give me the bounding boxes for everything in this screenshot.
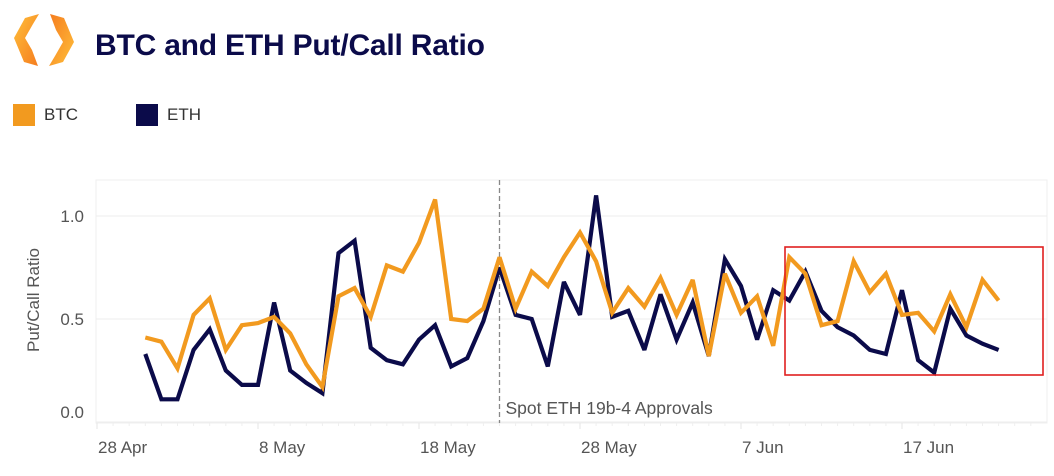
- legend-item-btc: BTC: [13, 104, 78, 126]
- legend-item-eth: ETH: [136, 104, 201, 126]
- y-axis-ticks: 0.0 0.5 1.0: [60, 207, 84, 422]
- x-tick-label: 17 Jun: [903, 438, 954, 457]
- legend-label-btc: BTC: [44, 105, 78, 124]
- brand-logo-icon: [14, 14, 74, 66]
- x-tick-label: 28 Apr: [98, 438, 147, 457]
- series-line-eth: [143, 195, 1000, 402]
- x-axis-ticks: 28 Apr 8 May 18 May 28 May 7 Jun 17 Jun: [96, 423, 1032, 457]
- chart-legend: BTC ETH: [13, 104, 259, 126]
- annotation-label: Spot ETH 19b-4 Approvals: [506, 398, 713, 418]
- y-axis-label: Put/Call Ratio: [24, 248, 43, 352]
- y-tick-label: 0.0: [60, 403, 84, 422]
- chart-series-lines: [143, 195, 1001, 402]
- legend-swatch-eth: [136, 104, 158, 126]
- series-line-btc: [144, 198, 1001, 393]
- legend-swatch-btc: [13, 104, 35, 126]
- legend-label-eth: ETH: [167, 105, 201, 124]
- page-title: BTC and ETH Put/Call Ratio: [95, 29, 485, 62]
- x-tick-label: 8 May: [259, 438, 306, 457]
- y-tick-label: 1.0: [60, 207, 84, 226]
- x-tick-label: 18 May: [420, 438, 476, 457]
- chart-gridlines: [95, 179, 1048, 424]
- x-tick-label: 28 May: [581, 438, 637, 457]
- y-tick-label: 0.5: [60, 310, 84, 329]
- highlight-box: [784, 246, 1044, 376]
- x-tick-label: 7 Jun: [742, 438, 784, 457]
- approval-date-marker: Spot ETH 19b-4 Approvals: [498, 180, 713, 423]
